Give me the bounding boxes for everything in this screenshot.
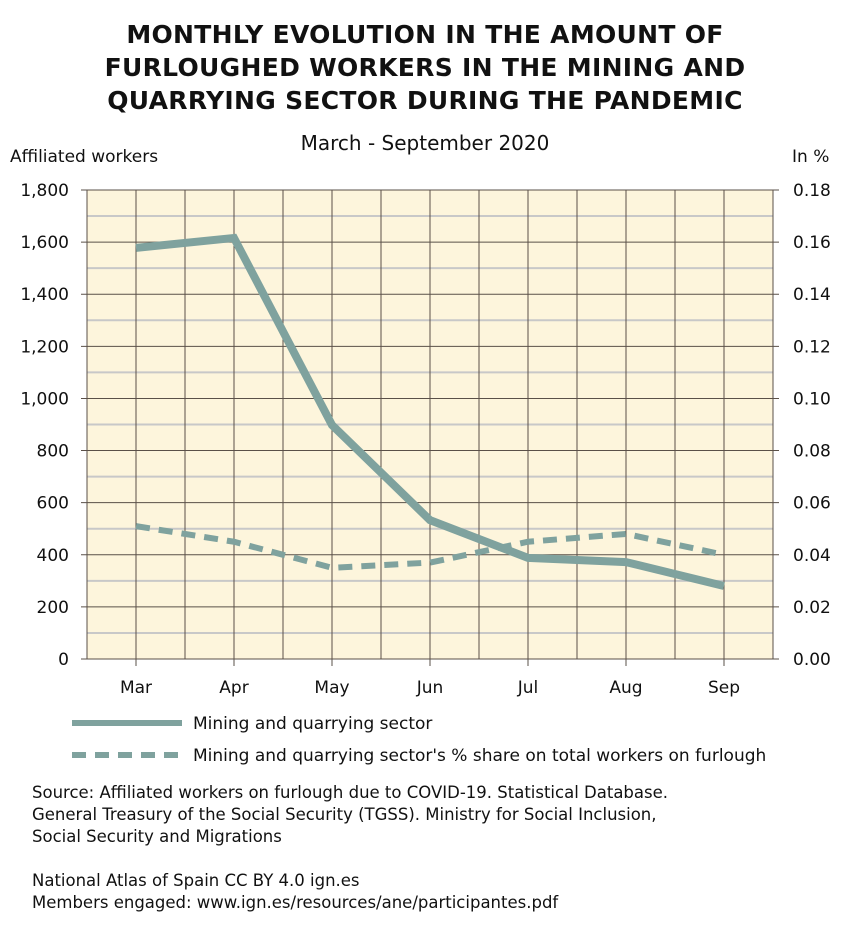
x-tick-label: Mar xyxy=(120,678,152,698)
right-tick-label: 0.14 xyxy=(793,285,831,305)
x-tick-label: Apr xyxy=(219,678,248,698)
right-tick-label: 0.00 xyxy=(793,650,831,670)
left-tick-label: 1,400 xyxy=(20,285,69,305)
right-tick-label: 0.02 xyxy=(793,598,831,618)
left-tick-label: 800 xyxy=(37,442,69,462)
source-line: General Treasury of the Social Security … xyxy=(32,805,657,824)
title-line: MONTHLY EVOLUTION IN THE AMOUNT OF xyxy=(126,20,724,49)
left-tick-label: 0 xyxy=(58,650,69,670)
left-axis-label: Affiliated workers xyxy=(10,147,159,167)
x-tick-label: Aug xyxy=(609,678,642,698)
legend-label: Mining and quarrying sector's % share on… xyxy=(193,746,766,766)
source-line: Source: Affiliated workers on furlough d… xyxy=(32,783,669,802)
left-tick-label: 1,600 xyxy=(20,233,69,253)
credit-link: Members engaged: www.ign.es/resources/an… xyxy=(32,893,559,912)
right-tick-label: 0.04 xyxy=(793,546,831,566)
chart-title: MONTHLY EVOLUTION IN THE AMOUNT OF FURLO… xyxy=(0,18,850,117)
x-tick-label: May xyxy=(314,678,349,698)
x-tick-label: Jun xyxy=(416,678,444,698)
left-tick-label: 1,200 xyxy=(20,337,69,357)
credit-note: National Atlas of Spain CC BY 4.0 ign.es… xyxy=(32,870,558,914)
legend-label: Mining and quarrying sector xyxy=(193,714,432,734)
right-tick-label: 0.18 xyxy=(793,181,831,201)
left-tick-label: 400 xyxy=(37,546,69,566)
source-note: Source: Affiliated workers on furlough d… xyxy=(32,782,668,848)
right-tick-label: 0.08 xyxy=(793,442,831,462)
x-tick-label: Sep xyxy=(708,678,740,698)
right-tick-label: 0.16 xyxy=(793,233,831,253)
right-tick-label: 0.12 xyxy=(793,337,831,357)
source-line: Social Security and Migrations xyxy=(32,827,282,846)
title-line: QUARRYING SECTOR DURING THE PANDEMIC xyxy=(107,86,743,115)
title-line: FURLOUGHED WORKERS IN THE MINING AND xyxy=(104,53,746,82)
credit-line: National Atlas of Spain CC BY 4.0 ign.es xyxy=(32,871,360,890)
chart-subtitle: March - September 2020 xyxy=(300,131,550,155)
x-tick-label: Jul xyxy=(517,678,539,698)
left-tick-label: 600 xyxy=(37,494,69,514)
left-tick-label: 1,000 xyxy=(20,389,69,409)
left-tick-label: 1,800 xyxy=(20,181,69,201)
left-tick-label: 200 xyxy=(37,598,69,618)
right-tick-label: 0.06 xyxy=(793,494,831,514)
right-axis-label: In % xyxy=(792,147,830,167)
right-tick-label: 0.10 xyxy=(793,389,831,409)
